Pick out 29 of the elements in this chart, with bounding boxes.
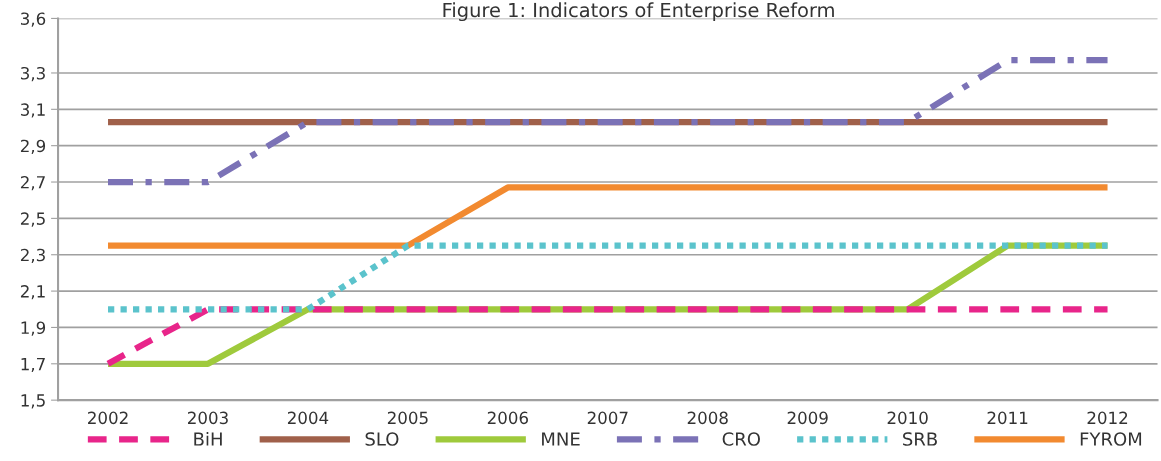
legend-label: SLO (365, 432, 399, 446)
legend-label: SRB (903, 432, 937, 446)
y-tick-label: 2,9 (20, 139, 46, 154)
y-tick-label: 3,3 (21, 66, 45, 82)
y-tick-label: 3,1 (21, 103, 45, 118)
legend-label: FYROM (1080, 432, 1142, 446)
x-tick-label: 2009 (787, 411, 828, 425)
legend-label: MNE (542, 432, 580, 446)
x-tick-label: 2004 (287, 411, 329, 425)
x-tick-label: 2007 (587, 411, 628, 425)
x-tick-label: 2011 (987, 411, 1028, 425)
y-tick-label: 2,3 (20, 248, 45, 263)
x-tick-label: 2002 (88, 411, 128, 425)
x-tick-label: 2006 (487, 411, 528, 425)
y-tick-label: 2,1 (20, 285, 45, 300)
y-tick-label: 2,7 (20, 175, 45, 191)
y-tick-label: 3,6 (21, 12, 46, 27)
x-tick-label: 2012 (1087, 411, 1128, 425)
y-tick-label: 1,5 (21, 394, 45, 409)
x-tick-label: 2010 (887, 411, 928, 425)
y-tick-label: 1,7 (21, 357, 45, 373)
x-tick-label: 2008 (687, 411, 728, 425)
y-tick-label: 2,5 (20, 212, 45, 227)
chart-title: Figure 1: Indicators of Enterprise Reform (443, 2, 834, 22)
y-tick-label: 1,9 (21, 321, 46, 336)
legend-label: CRO (722, 432, 760, 446)
x-tick-label: 2003 (187, 411, 228, 425)
x-tick-label: 2005 (387, 411, 428, 425)
legend-label: BiH (194, 431, 222, 446)
